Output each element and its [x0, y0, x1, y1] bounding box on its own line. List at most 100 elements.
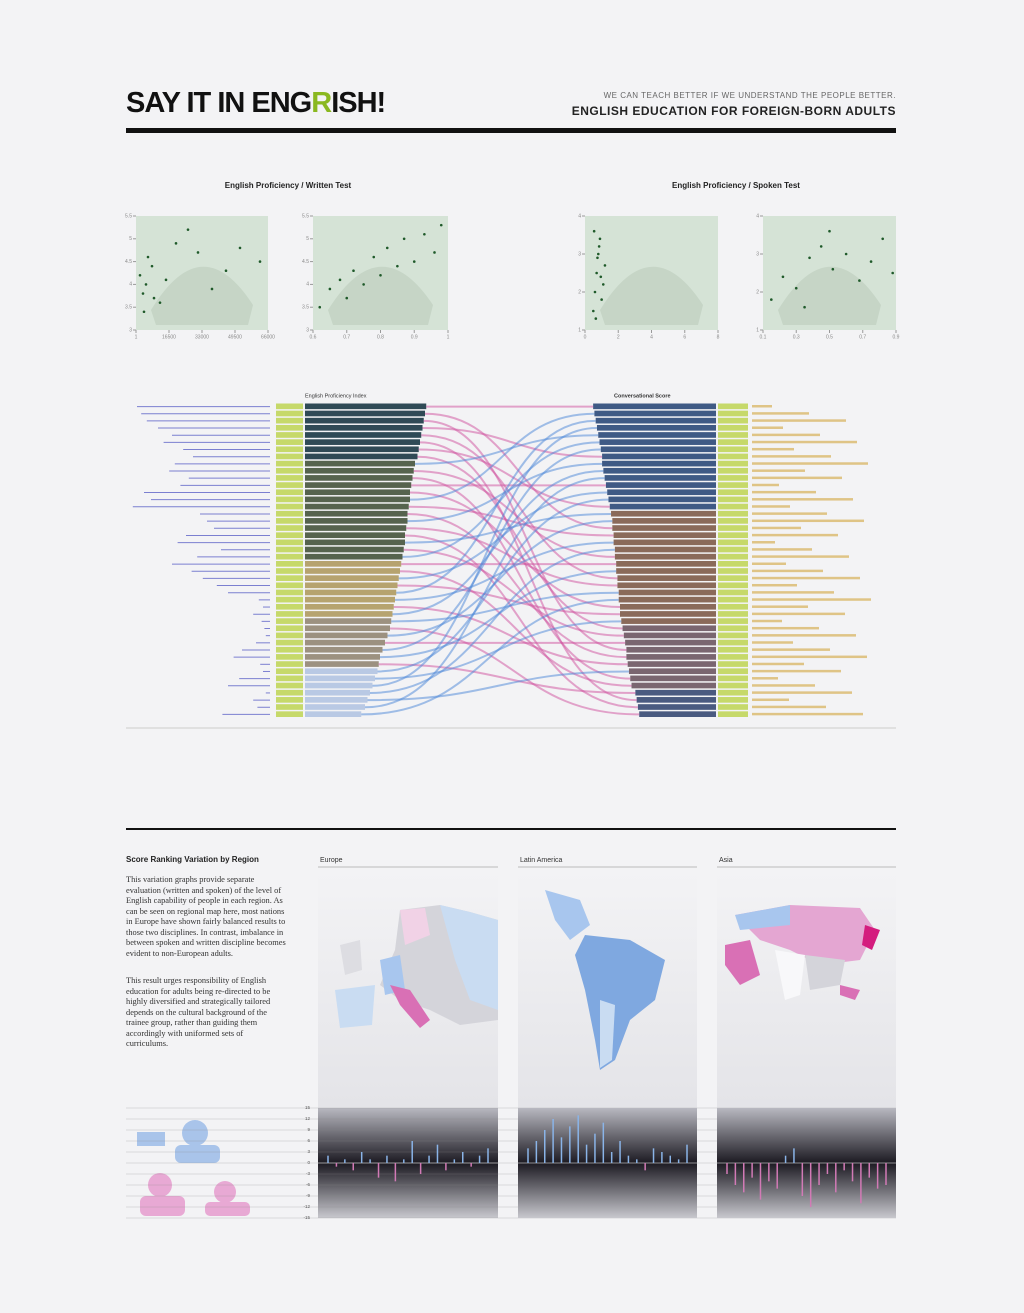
y-tick-label: 4	[578, 213, 581, 219]
y-tick-label: -12	[303, 1204, 310, 1209]
x-tick-label: 0.1	[760, 334, 767, 340]
point	[597, 252, 600, 256]
flow-link	[423, 419, 627, 651]
index-stars	[752, 519, 864, 523]
y-tick-label: 2	[756, 289, 759, 295]
bar	[630, 675, 716, 682]
label-cell	[276, 682, 303, 689]
bar	[595, 417, 716, 424]
label-cell	[718, 475, 748, 481]
index-stars	[752, 498, 853, 501]
flow-link	[403, 548, 624, 637]
point	[819, 245, 823, 248]
label-cell	[276, 417, 303, 424]
bar	[305, 510, 408, 517]
point	[595, 271, 598, 275]
index-stars	[752, 583, 797, 587]
x-tick-label: 0.7	[859, 334, 866, 340]
title-part: SAY IT IN ENG	[126, 87, 311, 119]
label-cell	[276, 654, 303, 660]
label-cell	[718, 596, 748, 603]
label-cell	[276, 639, 303, 646]
bar	[636, 697, 716, 703]
index-stars	[752, 691, 852, 694]
bar	[305, 453, 418, 460]
bar	[613, 539, 716, 546]
point	[599, 275, 603, 279]
label-cell	[718, 432, 748, 438]
label-cell	[276, 697, 303, 703]
index-stars	[752, 648, 830, 651]
index-stars	[752, 605, 808, 608]
label-cell	[276, 532, 303, 539]
bar	[305, 675, 375, 682]
label-cell	[718, 439, 748, 445]
index-stars	[752, 669, 841, 673]
bar	[627, 661, 716, 667]
x-tick-label: 0.9	[893, 334, 900, 340]
bar	[626, 654, 716, 660]
label-cell	[276, 596, 303, 603]
bar	[305, 589, 397, 596]
bar	[305, 603, 394, 610]
bar	[617, 575, 716, 581]
label-cell	[276, 661, 303, 667]
bar	[305, 467, 414, 474]
bar	[305, 489, 410, 496]
x-tick-label: 4	[650, 334, 653, 340]
flow-link	[397, 584, 621, 616]
y-tick-label: 4	[306, 282, 309, 288]
y-tick-label: 3.5	[125, 305, 132, 311]
point	[379, 273, 382, 277]
label-cell	[718, 689, 748, 696]
bar	[305, 689, 370, 696]
label-cell	[718, 654, 748, 660]
bar	[625, 639, 716, 646]
label-cell	[718, 553, 748, 560]
point	[601, 283, 605, 286]
chart-title: English Proficiency / Spoken Test	[672, 181, 800, 190]
x-tick-label: 1	[447, 334, 450, 340]
label-cell	[276, 632, 303, 639]
header-rule	[126, 128, 896, 133]
index-stars	[752, 634, 856, 637]
chart-title: English Proficiency / Written Test	[225, 181, 352, 190]
point	[238, 246, 242, 250]
flow-link	[364, 477, 605, 709]
illustration	[151, 266, 253, 325]
point	[593, 290, 597, 294]
label-cell	[276, 611, 303, 617]
label-cell	[276, 575, 303, 581]
bar	[305, 460, 415, 467]
bar	[599, 439, 716, 445]
label-cell	[718, 625, 748, 632]
point	[803, 305, 806, 309]
flow-link	[399, 570, 632, 687]
y-tick-label: 2	[578, 289, 581, 295]
index-stars	[752, 447, 794, 451]
label-cell	[276, 510, 303, 517]
label-cell	[276, 553, 303, 560]
label-cell	[718, 496, 748, 503]
bar	[613, 532, 716, 539]
bar	[602, 453, 716, 460]
bar	[305, 475, 413, 481]
flow-link	[412, 477, 631, 680]
label-cell	[718, 582, 748, 589]
point	[592, 229, 596, 233]
index-stars	[752, 576, 860, 580]
x-tick-label: 2	[617, 334, 620, 340]
bar	[305, 625, 390, 632]
bar	[607, 489, 716, 496]
label-cell	[718, 661, 748, 667]
label-cell	[718, 668, 748, 675]
index-stars	[752, 490, 816, 494]
index-stars	[752, 626, 819, 630]
flow-link	[407, 512, 627, 659]
bar	[305, 568, 400, 574]
index-stars	[752, 705, 826, 709]
label-cell	[718, 603, 748, 610]
bar	[305, 410, 425, 417]
label-cell	[718, 446, 748, 453]
